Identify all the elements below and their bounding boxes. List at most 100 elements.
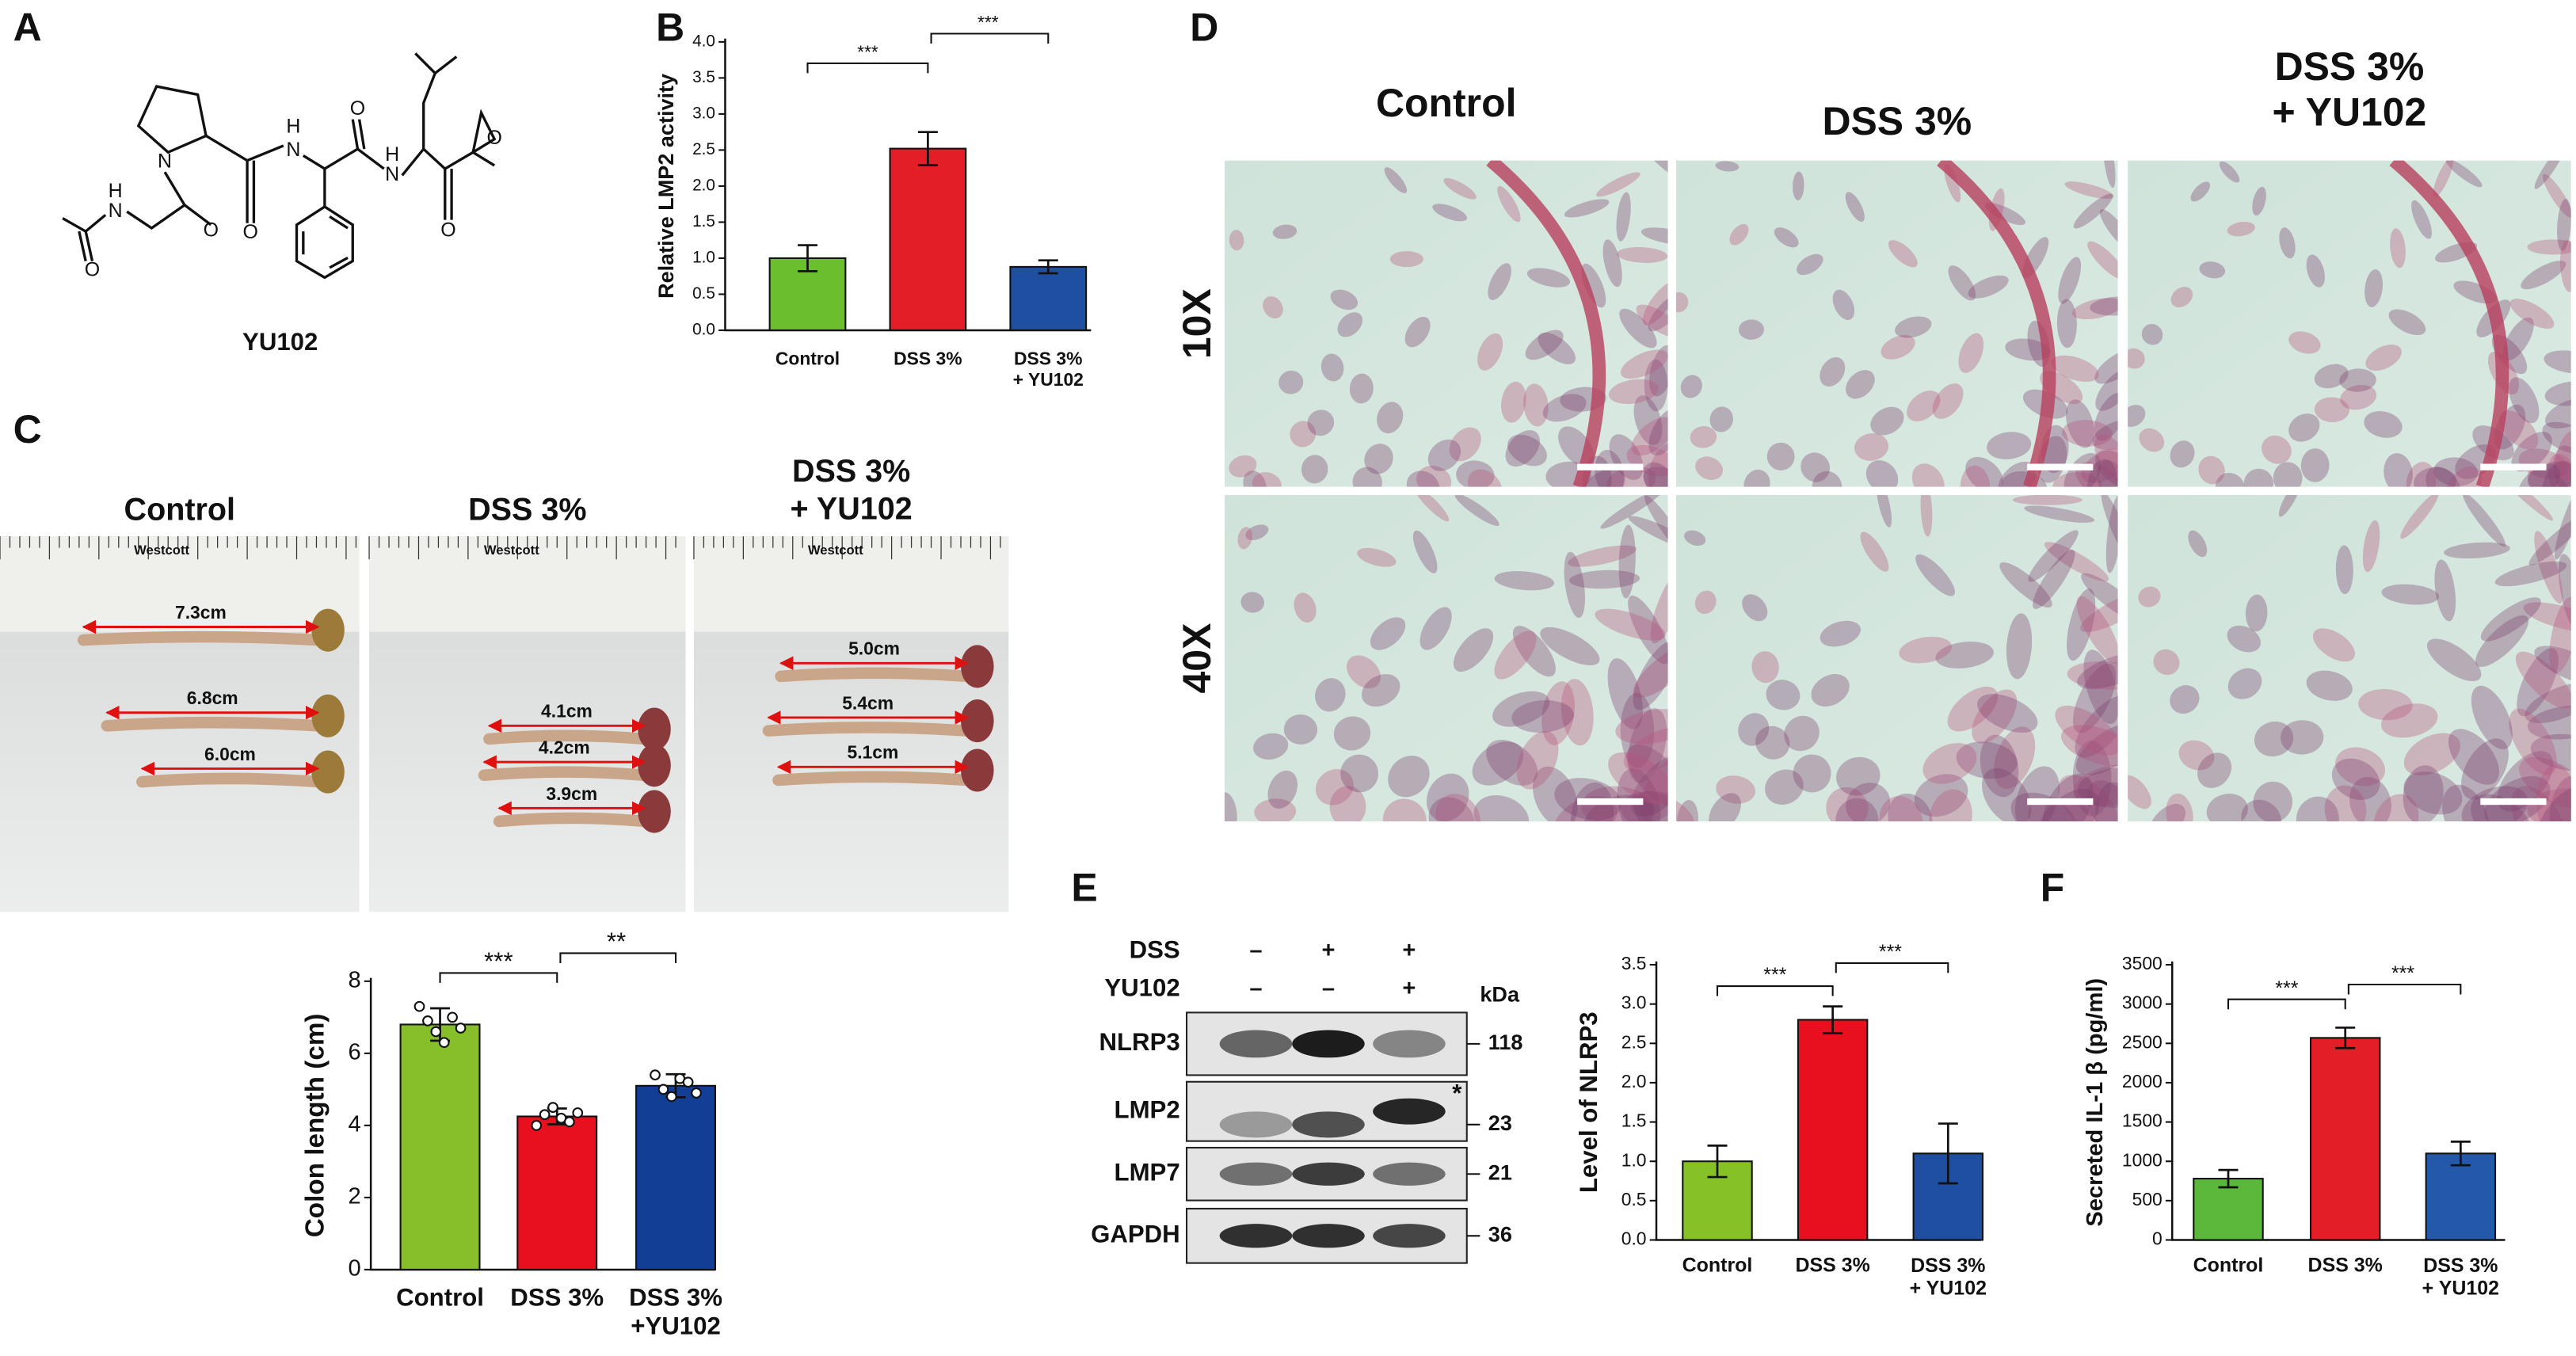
tissue [1523,383,1549,427]
tissue [2141,324,2163,345]
tissue [1793,754,1831,793]
tissue [2384,453,2413,487]
tissue [2087,459,2117,487]
tissue [2335,545,2353,595]
tissue [1977,694,2038,733]
tissue [1628,595,1668,665]
colon [101,716,324,732]
y-tick-label: 0.0 [1621,1228,1647,1249]
y-tick-label: 8 [348,968,360,993]
tissue [1981,768,2032,822]
band [1373,1162,1446,1186]
muscle-layer [2389,160,2509,487]
tissue [2101,495,2118,565]
panel-label: A [13,6,42,50]
tissue [2042,773,2094,822]
tissue [2073,764,2118,806]
x-tick-label: DSS 3% + YU102 [1910,1254,1987,1299]
tissue [2253,781,2293,822]
tissue [1364,444,1393,474]
tissue [1330,289,1358,310]
tissue [2448,729,2500,785]
tissue [1253,733,1289,760]
tissue [1716,775,1755,804]
y-tick-label: 2.5 [692,140,715,158]
axis [1655,961,1981,1241]
tissue [1384,167,1408,193]
tissue [1617,246,1668,263]
protein-label: LMP7 [1115,1158,1180,1186]
tissue [1501,381,1526,423]
tissue [2064,181,2114,200]
tissue [1580,786,1654,822]
tissue [1512,626,1556,677]
tissue [1620,692,1655,768]
protein-label: GAPDH [1091,1221,1180,1248]
tissue [2252,186,2266,216]
band [1219,1224,1293,1248]
tissue [1675,292,1689,313]
panel-label: F [2041,866,2065,910]
tissue [2075,462,2118,487]
tissue [1620,349,1668,379]
tissue [1836,756,1881,796]
size-unit: kDa [1480,983,1520,1007]
tissue [1684,530,1706,547]
data-point [547,1102,558,1113]
tissue [1633,643,1668,698]
tissue [1443,177,1477,200]
tissue [1801,452,1831,482]
tissue [1729,223,1749,246]
significance-bracket [2227,998,2346,1010]
data-point [531,1120,543,1131]
tissue [2411,200,2432,239]
tissue [1414,495,1450,522]
tissue [1968,275,2009,299]
error-bar [2335,1027,2356,1049]
tissue [1870,406,1904,436]
band [1292,1162,1365,1186]
tissue [1616,192,1631,242]
band [1292,1224,1365,1248]
tissue [1488,263,1511,300]
tissue [2058,257,2082,304]
significance-label: ** [607,927,626,955]
tissue [2340,384,2377,410]
histology-image [2128,495,2571,822]
y-tick-label: 1.0 [1621,1149,1647,1170]
atom-label: O [204,219,219,242]
photo-header: DSS 3% + YU102 [791,454,913,526]
tissue [2262,435,2292,464]
tissue [1377,402,1404,434]
tissue [2067,588,2096,661]
tissue [2544,381,2571,406]
colon [77,630,324,646]
tissue [2081,448,2118,483]
significance-bracket [2347,983,2462,995]
tissue [2442,784,2489,822]
tissue [2227,625,2261,653]
tissue [1606,466,1656,487]
tissue [1541,681,1575,745]
treatment-mark: + [1402,976,1416,1001]
tissue [2380,703,2438,738]
tissue [2498,410,2539,450]
y-tick-label: 1.5 [1621,1110,1647,1131]
cecum [960,748,994,792]
tissue [2549,775,2571,822]
tissue [1628,708,1667,783]
tissue [1370,617,1406,650]
y-tick-label: 0.5 [692,284,715,303]
ruler-brand: Westcott [134,543,189,558]
tissue [1435,794,1481,822]
histology-header: DSS 3% + YU102 [2273,44,2427,134]
bar [2425,1152,2497,1241]
atom-label: N [109,200,123,222]
tissue [1388,756,1430,798]
y-tick-label: 3.0 [692,104,715,122]
histology-image [1224,160,1668,487]
tissue [2279,227,2296,259]
tissue [1568,545,1637,567]
tissue [1473,795,1530,822]
data-point [539,1109,551,1121]
